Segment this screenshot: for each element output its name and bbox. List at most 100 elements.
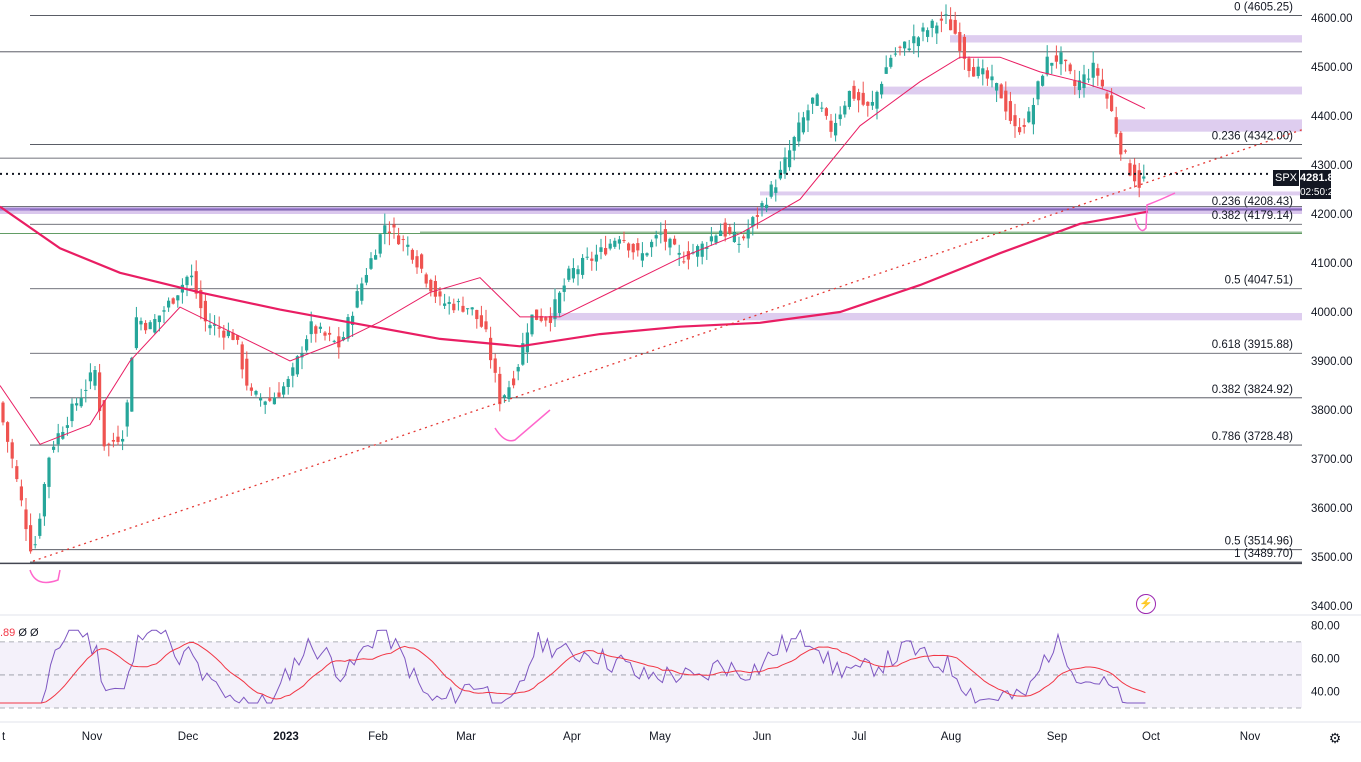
candle-body — [360, 283, 364, 301]
candle-body — [765, 204, 769, 208]
candle-body — [33, 544, 37, 546]
candle-body — [751, 217, 755, 227]
candle-body — [553, 299, 557, 319]
candle-body — [1142, 176, 1146, 179]
candle-body — [870, 101, 874, 106]
candle-body — [493, 358, 497, 373]
time-axis-label: t — [2, 731, 6, 743]
candle-body — [838, 114, 842, 120]
candle-body — [604, 247, 608, 255]
candle-body — [295, 356, 299, 375]
candle-body — [737, 243, 741, 245]
candle-body — [783, 157, 787, 174]
candle-body — [884, 67, 888, 74]
candle-body — [949, 19, 953, 31]
candle-body — [613, 240, 617, 247]
rsi-legend: .89 Ø Ø — [0, 627, 39, 639]
fib-level-label: 0.236 (4342.00) — [1212, 130, 1293, 142]
time-axis-label: Nov — [82, 731, 103, 743]
candle-body — [539, 315, 543, 321]
candle-body — [79, 397, 83, 407]
candle-body — [479, 315, 483, 327]
lightning-icon[interactable]: ⚡ — [1136, 594, 1156, 614]
candle-body — [576, 269, 580, 275]
support-resistance-zone — [1115, 119, 1302, 132]
candle-body — [1137, 170, 1141, 188]
candle-body — [1110, 95, 1114, 112]
candle-body — [397, 235, 401, 245]
candle-body — [102, 400, 106, 447]
candle-body — [305, 339, 309, 351]
candle-body — [723, 222, 727, 237]
candle-body — [498, 373, 502, 405]
candle-body — [369, 258, 373, 269]
candle-body — [245, 358, 249, 386]
candle-body — [6, 422, 10, 442]
candle-body — [981, 68, 985, 75]
candle-body — [254, 390, 258, 395]
candle-body — [98, 372, 102, 412]
candle-body — [144, 322, 148, 331]
candle-body — [217, 327, 221, 329]
candle-body — [558, 292, 562, 314]
candle-body — [847, 90, 851, 107]
candle-body — [976, 66, 980, 77]
candle-body — [525, 332, 529, 353]
candle-body — [599, 247, 603, 252]
candle-body — [898, 46, 902, 48]
candle-body — [52, 446, 56, 450]
candle-body — [222, 330, 226, 338]
candle-body — [93, 369, 97, 386]
candle-body — [590, 258, 594, 261]
candle-body — [121, 438, 125, 442]
candle-body — [1008, 101, 1012, 121]
time-axis-label: Jul — [852, 731, 867, 743]
candle-body — [134, 317, 138, 349]
candle-body — [249, 387, 253, 391]
rsi-extra-2: Ø — [29, 627, 39, 639]
price-axis-label: 4100.00 — [1311, 258, 1353, 270]
candle-body — [880, 83, 884, 95]
candle-body — [866, 101, 870, 106]
candle-body — [1036, 81, 1040, 100]
candle-body — [75, 403, 79, 406]
candle-body — [309, 321, 313, 335]
candle-body — [820, 107, 824, 109]
candle-body — [627, 243, 631, 251]
candle-body — [507, 387, 511, 400]
candle-body — [1073, 80, 1077, 87]
candle-body — [148, 322, 152, 330]
candle-body — [42, 484, 46, 517]
candle-body — [581, 257, 585, 275]
candle-body — [999, 84, 1003, 99]
candle-body — [631, 243, 635, 253]
candle-body — [420, 254, 424, 269]
time-axis-label: Jun — [753, 731, 772, 743]
candle-body — [1082, 74, 1086, 89]
time-axis-label: Aug — [941, 731, 961, 743]
candle-body — [383, 225, 387, 234]
candle-body — [1022, 124, 1026, 127]
candle-body — [650, 241, 654, 248]
candle-body — [351, 315, 355, 325]
candle-body — [286, 378, 290, 387]
candle-body — [990, 76, 994, 81]
candle-body — [107, 443, 111, 445]
candle-body — [645, 253, 649, 256]
candle-body — [433, 281, 437, 297]
candle-body — [705, 247, 709, 249]
candle-body — [544, 317, 548, 321]
support-resistance-zone — [550, 312, 1302, 321]
candle-body — [259, 398, 263, 401]
rsi-axis-label: 40.00 — [1311, 686, 1340, 698]
candle-body — [792, 137, 796, 151]
candle-body — [958, 32, 962, 51]
candle-body — [608, 243, 612, 249]
candle-body — [930, 20, 934, 28]
candle-body — [673, 238, 677, 245]
gear-icon[interactable]: ⚙ — [1328, 730, 1342, 746]
candle-body — [226, 330, 230, 337]
candle-body — [1045, 56, 1049, 75]
